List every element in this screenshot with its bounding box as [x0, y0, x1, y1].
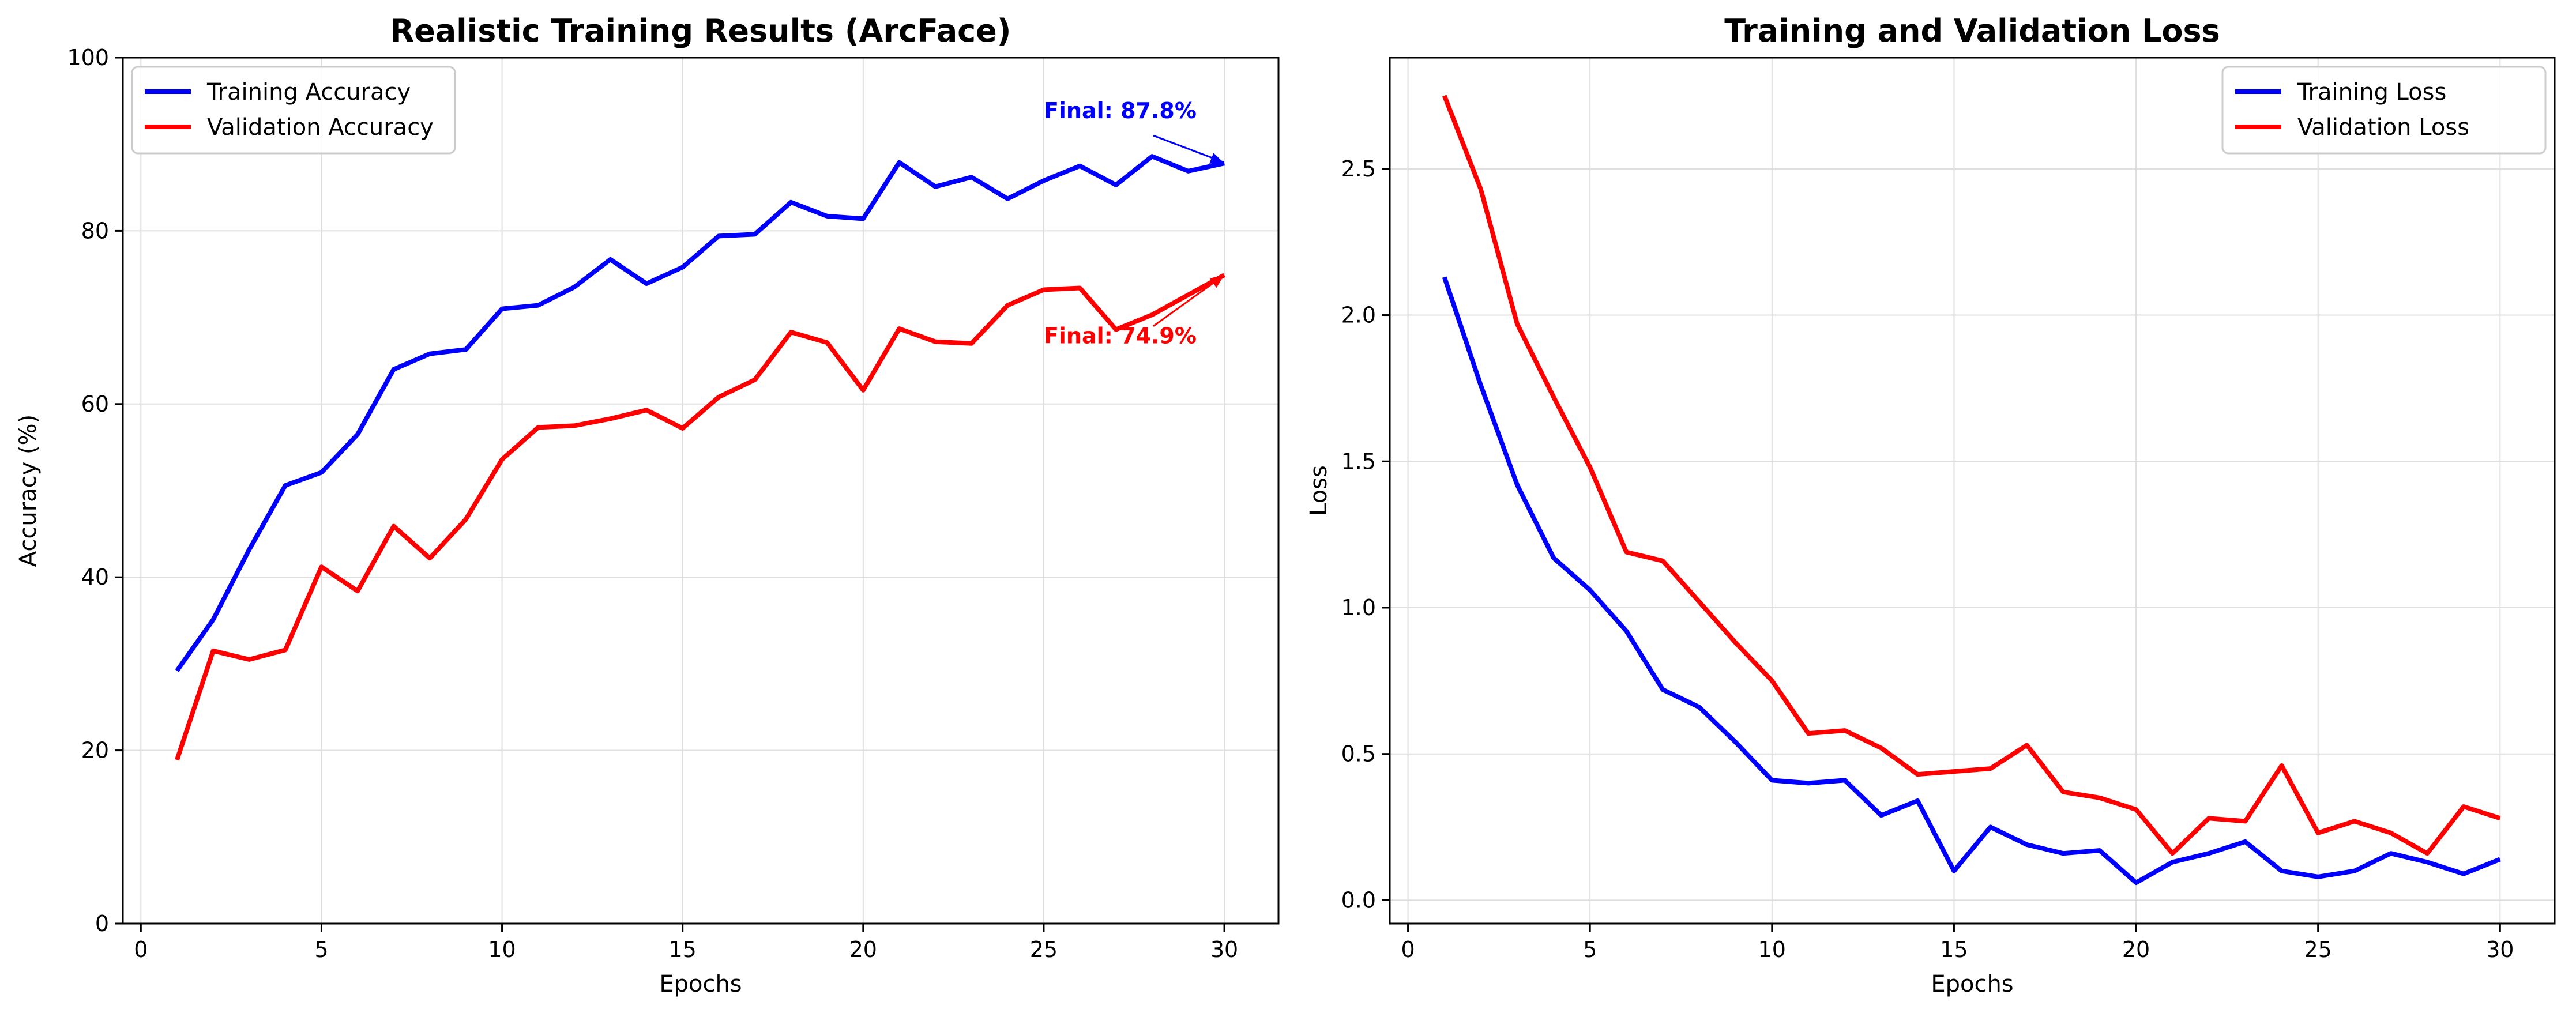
y-tick-label: 80	[81, 218, 109, 243]
plot-area	[123, 58, 1278, 924]
legend-box	[2221, 66, 2547, 155]
x-tick-label: 0	[134, 937, 148, 962]
annotation-arrow-head	[1209, 153, 1225, 164]
axes-frame	[122, 56, 1280, 925]
legend-entry: Validation Loss	[2297, 114, 2469, 141]
annotation-arrow-head	[1209, 275, 1225, 288]
y-tick-label: 1.5	[1341, 449, 1376, 474]
x-axis-label: Epochs	[659, 971, 742, 997]
y-tick-label: 2.0	[1341, 303, 1376, 328]
chart-panel-1: 0 5 10 15 20 25 30 0 20 40 60 80 100 Epochs Accuracy (…	[15, 13, 1280, 997]
x-tick-label: 30	[1210, 937, 1238, 962]
y-tick-label: 1.0	[1341, 595, 1376, 620]
annotation-text: Final: 87.8%	[1044, 98, 1197, 123]
axes-frame	[1389, 56, 2556, 925]
y-tick-label: 2.5	[1341, 156, 1376, 182]
final-value-annotation: Final: 87.8%	[1044, 98, 1225, 164]
x-tick-label: 0	[1401, 937, 1415, 962]
annotation-text: Final: 74.9%	[1044, 323, 1197, 349]
x-tick-label: 5	[1583, 937, 1597, 962]
annotation-arrow-shaft	[1153, 276, 1223, 327]
y-tick-label: 0.5	[1341, 741, 1376, 767]
annotation-arrow-shaft	[1153, 134, 1223, 163]
y-tick-label: 60	[81, 391, 109, 417]
y-tick-label: 40	[81, 564, 109, 590]
final-value-annotation: Final: 74.9%	[1044, 275, 1225, 349]
x-tick-label: 25	[2304, 937, 2332, 962]
y-tick-label: 0.0	[1341, 887, 1376, 913]
legend: Training Accuracy Validation Accuracy	[131, 66, 456, 155]
x-tick-label: 10	[488, 937, 516, 962]
series-line-training-loss	[1442, 276, 2501, 885]
x-tick-label: 25	[1030, 937, 1058, 962]
y-axis-label: Loss	[1306, 465, 1332, 516]
y-axis-label: Accuracy (%)	[15, 415, 42, 567]
legend-entry: Training Accuracy	[206, 79, 411, 106]
x-tick-label: 15	[1940, 937, 1968, 962]
x-tick-label: 20	[2122, 937, 2150, 962]
chart-title: Realistic Training Results (ArcFace)	[390, 13, 1011, 49]
x-tick-label: 10	[1758, 937, 1786, 962]
legend-entry: Training Loss	[2297, 79, 2446, 106]
chart-title: Training and Validation Loss	[1724, 13, 2220, 49]
x-tick-label: 15	[669, 937, 697, 962]
legend-box	[131, 66, 456, 155]
x-tick-label: 5	[314, 937, 328, 962]
series-line-validation-loss	[1442, 95, 2501, 856]
x-tick-label: 20	[849, 937, 877, 962]
legend-entry: Validation Accuracy	[207, 114, 434, 141]
chart-panel-2: 0 5 10 15 20 25 30 0.0 0.5 1.0 1.5 2.0 2.5 Epochs Loss…	[1306, 13, 2556, 997]
y-tick-label: 100	[67, 45, 109, 70]
x-axis-label: Epochs	[1931, 971, 2013, 997]
y-tick-label: 20	[81, 738, 109, 763]
legend: Training Loss Validation Loss	[2221, 66, 2547, 155]
series-line-validation-accuracy	[175, 273, 1226, 761]
x-tick-label: 30	[2486, 937, 2514, 962]
series-line-training-accuracy	[175, 154, 1225, 672]
plot-area	[1390, 58, 2555, 924]
y-tick-label: 0	[95, 911, 109, 936]
